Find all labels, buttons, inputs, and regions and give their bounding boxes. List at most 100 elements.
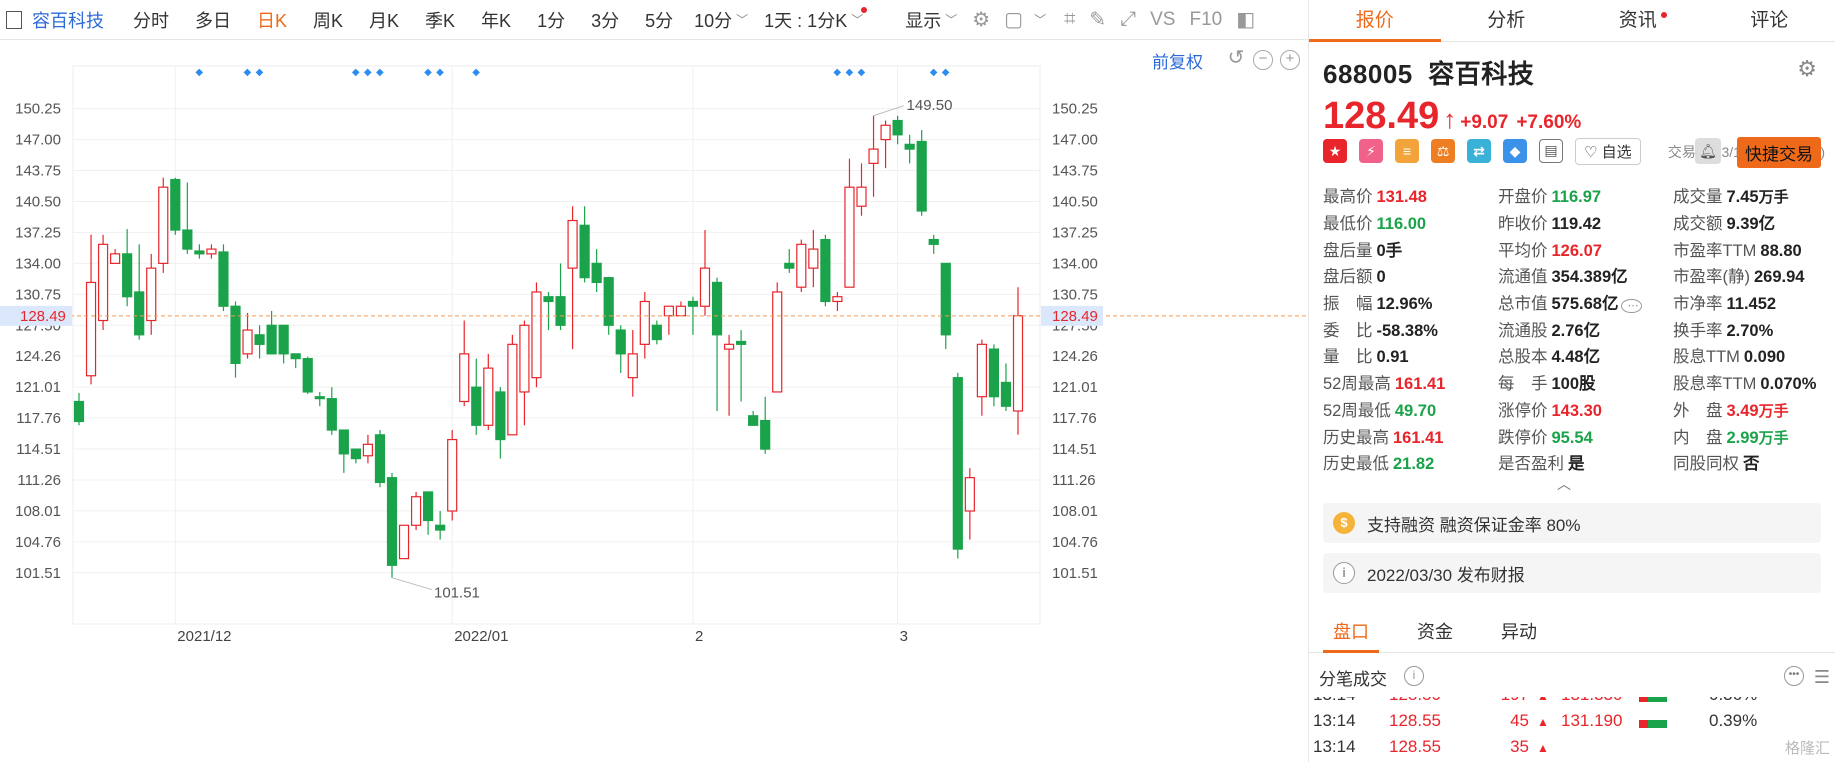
info-icon[interactable]: i: [1404, 666, 1424, 686]
add-watchlist-button[interactable]: ♡ 自选: [1575, 137, 1641, 165]
tab-weekly-k[interactable]: 周K: [313, 10, 344, 31]
stat-unit: 万手: [1758, 189, 1789, 207]
interval-dropdown[interactable]: 1天 : 1分K ﹀: [764, 6, 868, 33]
candle-body: [916, 140, 927, 212]
sidebar-toggle-icon[interactable]: [6, 10, 22, 29]
tab-monthly-k[interactable]: 月K: [369, 10, 400, 31]
stat-value-text: 126.07: [1551, 241, 1602, 260]
tab-quote[interactable]: 报价: [1309, 0, 1441, 42]
candle-body: [772, 291, 783, 393]
stat-cell: 开盘价 116.97: [1498, 183, 1673, 207]
margin-info[interactable]: $ 支持融资 融资保证金率 80%: [1323, 503, 1821, 543]
report-info[interactable]: i 2022/03/30 发布财报: [1323, 553, 1821, 593]
settings-icon[interactable]: ⚙: [972, 9, 991, 31]
event-marker[interactable]: ◆: [858, 67, 866, 78]
candle-body: [892, 119, 903, 136]
event-marker[interactable]: ◆: [424, 67, 432, 78]
tab-10min-dropdown[interactable]: 10分 ﹀: [694, 7, 748, 33]
stat-value-text: 21.82: [1393, 455, 1435, 474]
tab-multi-day[interactable]: 多日: [195, 10, 231, 31]
tab-5min[interactable]: 5分: [645, 10, 674, 31]
tab-movement-label: 异动: [1501, 622, 1537, 642]
stat-cell: 振 幅 12.96%: [1323, 290, 1498, 314]
camera-icon[interactable]: ⌗: [1064, 8, 1076, 30]
pencil-icon[interactable]: ✎: [1089, 9, 1107, 31]
tab-yearly-k[interactable]: 年K: [481, 10, 512, 31]
candle-body: [507, 343, 518, 436]
fullscreen-icon[interactable]: ⤢: [1120, 8, 1137, 30]
f10-button[interactable]: F10: [1189, 8, 1223, 30]
tag-icon: ◆: [1503, 139, 1527, 163]
panel-toggle-icon[interactable]: ◧: [1236, 9, 1256, 31]
tab-1min[interactable]: 1分: [537, 10, 566, 31]
event-marker[interactable]: ◆: [352, 67, 360, 78]
y-tick-label-left: 137.25: [15, 224, 61, 241]
event-marker[interactable]: ◆: [930, 67, 938, 78]
more-icon[interactable]: •••: [1784, 666, 1804, 686]
zoom-out-icon[interactable]: −: [1253, 50, 1273, 70]
quick-trade-button[interactable]: 快捷交易: [1737, 137, 1821, 168]
stock-title: 688005 容百科技: [1323, 54, 1821, 91]
display-dropdown[interactable]: 显示 ﹀: [905, 7, 957, 33]
stat-value-text: 575.68亿: [1551, 295, 1619, 314]
stock-name-link[interactable]: 容百科技: [32, 10, 104, 31]
event-marker[interactable]: ◆: [942, 67, 950, 78]
tick-pct: 0.36%: [1709, 697, 1757, 705]
candle-body: [820, 238, 831, 303]
tick-list[interactable]: 13:14 128.50 197 ▲ 131.330 0.36% 13:14 128.55 45…: [1309, 697, 1835, 762]
event-marker[interactable]: ◆: [256, 67, 264, 78]
kline-svg[interactable]: 150.25 150.25 147.00 147.00 143.75 143.75 140.…: [0, 40, 1308, 762]
event-marker[interactable]: ◆: [376, 67, 384, 78]
stat-value-text: 12.96%: [1376, 295, 1433, 314]
candle-body: [543, 296, 554, 303]
tick-time: 13:14: [1313, 697, 1356, 705]
more-icon[interactable]: ⋯: [1621, 299, 1642, 314]
event-marker[interactable]: ◆: [195, 67, 203, 78]
candle-body: [1012, 315, 1024, 412]
candle-body: [206, 248, 217, 255]
tab-3min[interactable]: 3分: [591, 10, 620, 31]
candle-body: [723, 343, 735, 350]
chevron-down-icon[interactable]: ﹀: [1034, 13, 1047, 27]
candle-body: [362, 443, 374, 457]
tick-price-2: 131.330: [1561, 697, 1622, 705]
event-marker[interactable]: ◆: [833, 67, 841, 78]
tab-analysis[interactable]: 分析: [1441, 0, 1573, 41]
stat-value-text: 2.99: [1726, 428, 1759, 447]
tab-intraday[interactable]: 分时: [133, 10, 169, 31]
kline-chart[interactable]: 150.25 150.25 147.00 147.00 143.75 143.75 140.…: [0, 40, 1308, 762]
candle-body: [964, 477, 975, 512]
event-marker[interactable]: ◆: [845, 67, 853, 78]
event-marker[interactable]: ◆: [472, 67, 480, 78]
tab-daily-k[interactable]: 日K: [257, 10, 288, 31]
fuquan-button[interactable]: 前复权: [1152, 53, 1203, 72]
vs-button[interactable]: VS: [1150, 8, 1176, 30]
tab-news[interactable]: 资讯: [1572, 0, 1704, 41]
stat-label: 总股本: [1498, 348, 1548, 367]
tick-pct: 0.39%: [1709, 711, 1758, 730]
bell-icon[interactable]: 🔔︎: [1695, 138, 1721, 164]
up-triangle-icon: ▲: [1537, 741, 1549, 755]
tab-movement[interactable]: 异动: [1477, 611, 1561, 652]
tab-comments[interactable]: 评论: [1704, 0, 1835, 41]
undo-icon[interactable]: ↺: [1227, 47, 1245, 69]
tab-orderbook[interactable]: 盘口: [1309, 611, 1393, 653]
tab-capital[interactable]: 资金: [1393, 611, 1477, 652]
gear-icon[interactable]: ⚙: [1797, 56, 1817, 81]
stat-value: 2.70%: [1727, 322, 1774, 340]
display-label: 显示: [905, 10, 942, 31]
stat-value: 116.97: [1552, 188, 1602, 206]
color-box-icon[interactable]: ▢: [1004, 9, 1024, 31]
stats-row: 最高价 131.48 开盘价 116.97 成交量 7.45万手: [1323, 182, 1833, 209]
candle-body: [483, 367, 494, 426]
candle-body: [868, 148, 879, 164]
event-marker[interactable]: ◆: [364, 67, 372, 78]
tab-quarterly-k[interactable]: 季K: [425, 10, 456, 31]
high-label: 149.50: [907, 97, 953, 114]
collapse-caret-icon[interactable]: ︿: [1557, 476, 1571, 492]
event-marker[interactable]: ◆: [244, 67, 252, 78]
event-marker[interactable]: ◆: [436, 67, 444, 78]
stat-label: 股息TTM: [1673, 348, 1740, 367]
list-icon[interactable]: ☰: [1813, 667, 1830, 687]
zoom-in-icon[interactable]: +: [1280, 50, 1300, 70]
